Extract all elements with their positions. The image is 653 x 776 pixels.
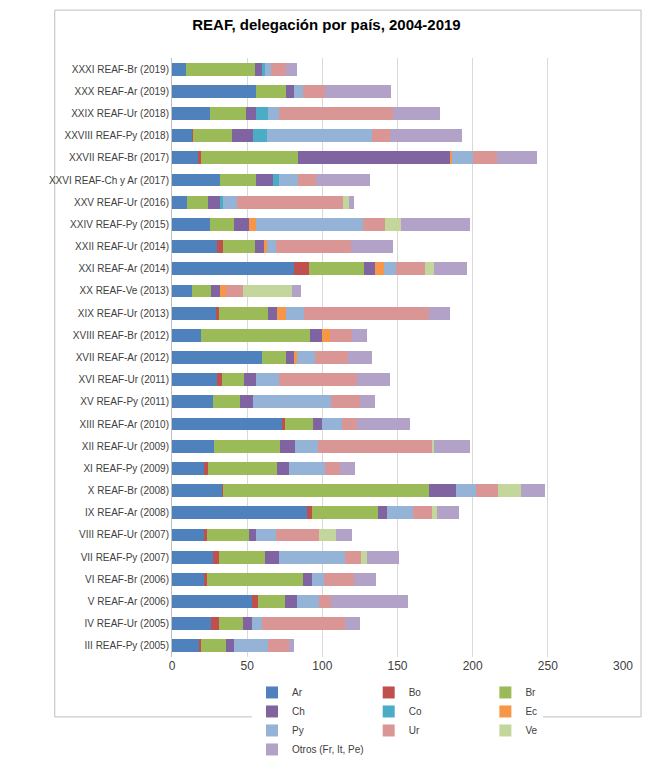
svg-text:Co: Co xyxy=(409,706,422,717)
svg-text:XXI REAF-Ar (2014): XXI REAF-Ar (2014) xyxy=(78,263,169,274)
svg-text:III REAF-Py (2005): III REAF-Py (2005) xyxy=(85,640,169,651)
svg-text:XXVI REAF-Ch y Ar (2017): XXVI REAF-Ch y Ar (2017) xyxy=(49,175,169,186)
svg-text:XII REAF-Ur (2009): XII REAF-Ur (2009) xyxy=(82,441,169,452)
svg-text:XXXI REAF-Br (2019): XXXI REAF-Br (2019) xyxy=(72,64,169,75)
svg-text:IV REAF-Ur (2005): IV REAF-Ur (2005) xyxy=(85,618,169,629)
svg-text:XVII REAF-Ar (2012): XVII REAF-Ar (2012) xyxy=(76,352,169,363)
svg-text:Bo: Bo xyxy=(409,687,422,698)
svg-text:XXV REAF-Ur (2016): XXV REAF-Ur (2016) xyxy=(74,197,169,208)
svg-text:XXIV REAF-Py (2015): XXIV REAF-Py (2015) xyxy=(70,219,169,230)
svg-text:Py: Py xyxy=(292,725,304,736)
svg-text:Br: Br xyxy=(525,687,536,698)
svg-text:50: 50 xyxy=(240,659,254,673)
svg-text:Ec: Ec xyxy=(525,706,537,717)
svg-text:XXVII REAF-Br (2017): XXVII REAF-Br (2017) xyxy=(69,152,169,163)
svg-text:VIII REAF-Ur (2007): VIII REAF-Ur (2007) xyxy=(79,529,169,540)
svg-text:XVIII REAF-Br (2012): XVIII REAF-Br (2012) xyxy=(73,330,169,341)
svg-text:250: 250 xyxy=(538,659,558,673)
svg-text:Ar: Ar xyxy=(292,687,303,698)
svg-text:XVI REAF-Ur (2011): XVI REAF-Ur (2011) xyxy=(79,374,169,385)
svg-text:XIX REAF-Ur (2013): XIX REAF-Ur (2013) xyxy=(78,308,169,319)
svg-text:VI REAF-Br (2006): VI REAF-Br (2006) xyxy=(85,574,169,585)
svg-text:X REAF-Br (2008): X REAF-Br (2008) xyxy=(88,485,169,496)
svg-text:V REAF-Ar (2006): V REAF-Ar (2006) xyxy=(88,596,169,607)
svg-text:XXII REAF-Ur (2014): XXII REAF-Ur (2014) xyxy=(75,241,169,252)
svg-text:XX REAF-Ve (2013): XX REAF-Ve (2013) xyxy=(80,285,169,296)
svg-text:XV REAF-Py (2011): XV REAF-Py (2011) xyxy=(80,396,169,407)
svg-text:IX REAF-Ar (2008): IX REAF-Ar (2008) xyxy=(85,507,169,518)
svg-text:XXIX REAF-Ur (2018): XXIX REAF-Ur (2018) xyxy=(71,108,169,119)
svg-text:VII REAF-Py (2007): VII REAF-Py (2007) xyxy=(81,552,169,563)
svg-text:100: 100 xyxy=(312,659,332,673)
svg-text:Otros (Fr, It, Pe): Otros (Fr, It, Pe) xyxy=(292,744,364,755)
svg-text:200: 200 xyxy=(463,659,483,673)
svg-text:150: 150 xyxy=(387,659,407,673)
svg-text:Ch: Ch xyxy=(292,706,305,717)
svg-text:XIII REAF-Ar (2010): XIII REAF-Ar (2010) xyxy=(80,419,169,430)
svg-text:0: 0 xyxy=(169,659,176,673)
svg-text:XXVIII REAF-Py (2018): XXVIII REAF-Py (2018) xyxy=(65,130,169,141)
svg-text:XI REAF-Py (2009): XI REAF-Py (2009) xyxy=(83,463,169,474)
svg-text:XXX REAF-Ar (2019): XXX REAF-Ar (2019) xyxy=(75,86,169,97)
svg-text:Ur: Ur xyxy=(409,725,420,736)
svg-text:300: 300 xyxy=(613,659,633,673)
svg-text:REAF, delegación por país, 200: REAF, delegación por país, 2004-2019 xyxy=(192,16,460,33)
svg-text:Ve: Ve xyxy=(525,725,537,736)
